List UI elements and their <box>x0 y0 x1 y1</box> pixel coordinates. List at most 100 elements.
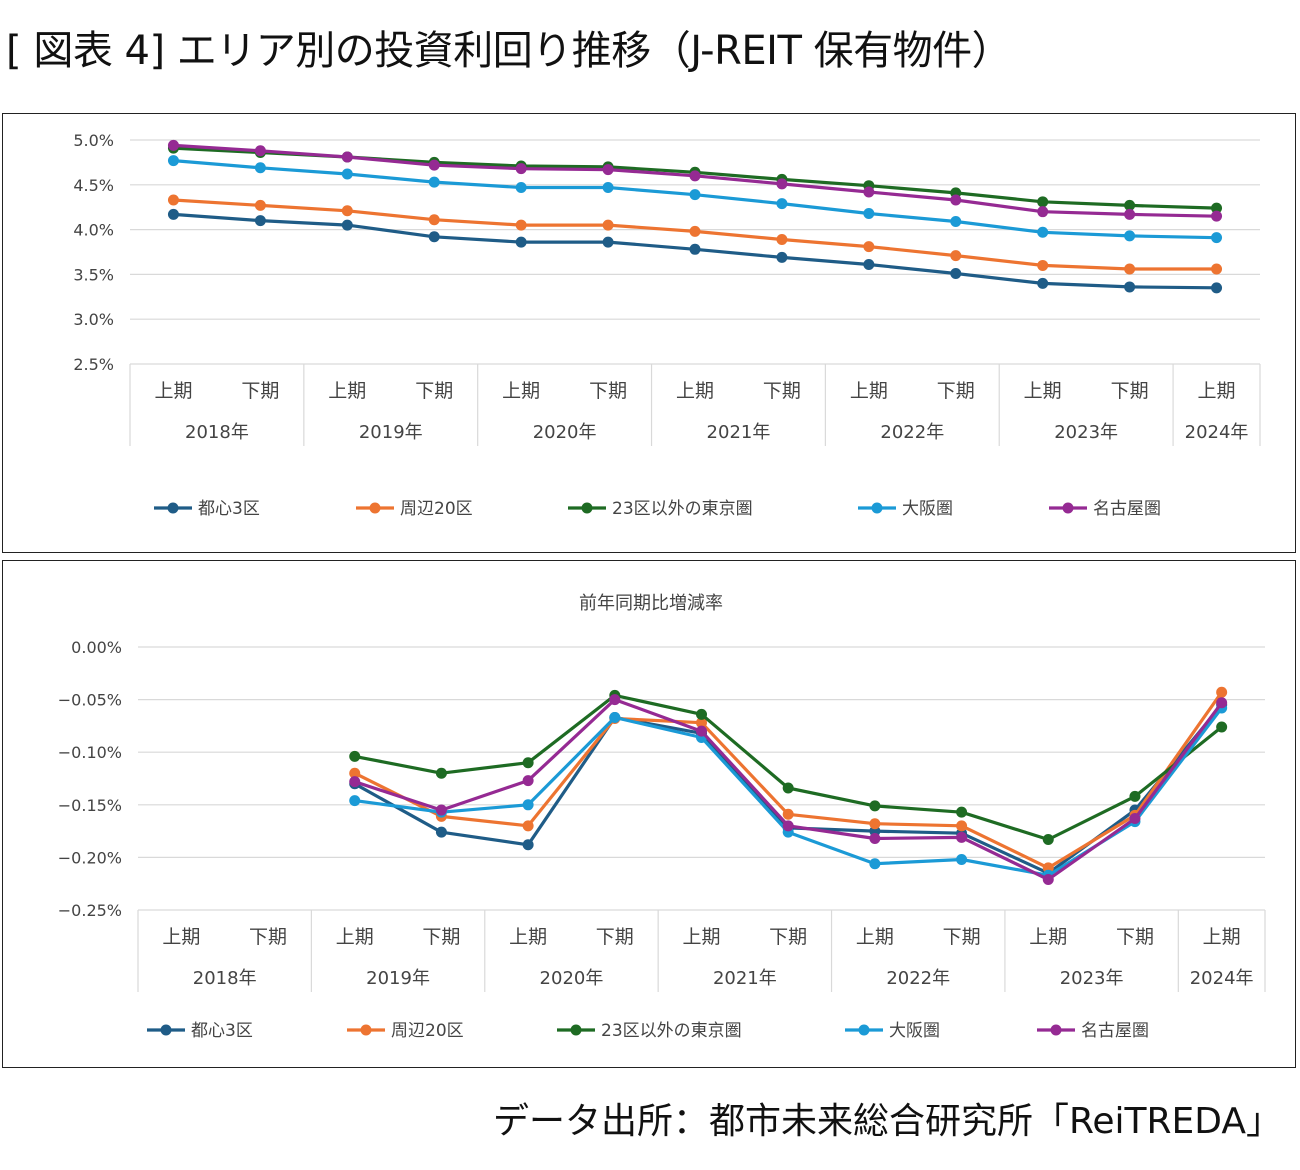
legend-entry: 23区以外の東京圏 <box>568 499 753 519</box>
x-tick-label: 下期 <box>937 380 975 402</box>
data-point <box>776 178 788 190</box>
data-point <box>349 767 361 779</box>
data-point <box>435 767 447 779</box>
data-point <box>863 259 875 271</box>
legend-label: 大阪圏 <box>889 1021 940 1041</box>
legend-swatch-marker <box>360 1024 372 1036</box>
x-tick-label: 下期 <box>596 926 634 948</box>
series-5 <box>349 694 1228 885</box>
legend-entry: 大阪圏 <box>858 499 953 519</box>
x-tick-label: 上期 <box>1198 380 1236 402</box>
year-group-label: 2021年 <box>707 422 771 443</box>
legend-entry: 都心3区 <box>154 499 260 519</box>
x-tick-label: 上期 <box>162 926 200 948</box>
y-tick-label: 4.0% <box>73 221 114 240</box>
x-tick-label: 上期 <box>1029 926 1067 948</box>
source-note: データ出所：都市未来総合研究所「ReiTREDA」 <box>492 1101 1282 1142</box>
year-group-label: 2024年 <box>1190 968 1254 989</box>
data-point <box>956 820 968 832</box>
data-point <box>863 207 875 219</box>
data-point <box>950 216 962 228</box>
data-point <box>254 199 266 211</box>
data-point <box>435 804 447 816</box>
data-point <box>254 215 266 227</box>
x-tick-label: 下期 <box>1116 926 1154 948</box>
yield-chart-panel: 5.0% 4.5% 4.0% 3.5% 3.0% 2.5% 上期 下期 上期 下期 上期 下期 上期 下期… <box>2 113 1296 553</box>
x-tick-label: 上期 <box>154 380 192 402</box>
legend-entry: 都心3区 <box>147 1021 253 1041</box>
data-point <box>689 189 701 201</box>
data-point <box>950 268 962 280</box>
legend-entry: 周辺20区 <box>347 1021 464 1041</box>
data-point <box>863 241 875 253</box>
data-point <box>1042 873 1054 885</box>
data-point <box>1211 282 1223 294</box>
legend-label: 大阪圏 <box>902 499 953 519</box>
data-point <box>602 164 614 176</box>
x-tick-label: 下期 <box>763 380 801 402</box>
data-point <box>167 208 179 220</box>
data-point <box>689 170 701 182</box>
data-point <box>869 858 881 870</box>
legend-label: 名古屋圏 <box>1081 1021 1149 1041</box>
x-tick-label: 上期 <box>856 926 894 948</box>
x-tick-label: 下期 <box>943 926 981 948</box>
data-point <box>1124 230 1136 242</box>
data-point <box>782 820 794 832</box>
data-point <box>1124 281 1136 293</box>
data-point <box>776 233 788 245</box>
data-point <box>522 820 534 832</box>
legend-entry: 周辺20区 <box>356 499 473 519</box>
data-point <box>609 711 621 723</box>
data-point <box>869 800 881 812</box>
year-group-label: 2020年 <box>533 422 597 443</box>
year-group-label: 2022年 <box>880 422 944 443</box>
year-group-label: 2024年 <box>1185 422 1249 443</box>
data-point <box>515 163 527 175</box>
data-point <box>349 750 361 762</box>
y-tick-label: −0.20% <box>58 848 122 867</box>
legend-label: 23区以外の東京圏 <box>601 1021 742 1041</box>
data-point <box>602 219 614 231</box>
data-point <box>1211 202 1223 214</box>
data-point <box>1211 232 1223 244</box>
yoy-chart-panel: 前年同期比増減率 0.00% −0.05% −0.10% −0.15% −0.20% −0.… <box>2 560 1296 1068</box>
data-point <box>696 725 707 737</box>
data-point <box>696 708 707 720</box>
data-point <box>956 806 968 818</box>
data-point <box>869 818 881 830</box>
data-point <box>341 151 353 163</box>
data-point <box>602 181 614 193</box>
data-point <box>515 219 527 231</box>
x-tick-label: 上期 <box>502 380 540 402</box>
data-point <box>428 159 440 171</box>
data-point <box>863 186 875 198</box>
data-point <box>522 775 534 787</box>
y-tick-label: 4.5% <box>73 176 114 195</box>
legend-label: 周辺20区 <box>400 499 473 519</box>
year-group-label: 2022年 <box>886 968 950 989</box>
data-point <box>341 219 353 231</box>
x-tick-label: 下期 <box>415 380 453 402</box>
year-group-label: 2021年 <box>713 968 777 989</box>
series-2 <box>167 194 1223 275</box>
x-tick-label: 下期 <box>241 380 279 402</box>
yield-chart: 5.0% 4.5% 4.0% 3.5% 3.0% 2.5% 上期 下期 上期 下期 上期 下期 上期 下期… <box>73 131 1261 519</box>
year-group-label: 2020年 <box>540 968 604 989</box>
data-point <box>1037 196 1049 208</box>
data-point <box>1129 812 1141 824</box>
data-point <box>602 236 614 248</box>
data-point <box>689 243 701 255</box>
legend-swatch-marker <box>167 502 179 514</box>
legend-label: 都心3区 <box>191 1021 253 1041</box>
data-point <box>696 717 707 729</box>
data-point <box>349 776 361 788</box>
data-point <box>254 162 266 174</box>
data-point <box>167 139 179 151</box>
data-point <box>956 854 968 866</box>
data-point <box>609 694 621 706</box>
y-tick-label: −0.10% <box>58 743 122 762</box>
year-group-label: 2018年 <box>193 968 257 989</box>
data-point <box>522 839 534 851</box>
legend-swatch-marker <box>570 1024 582 1036</box>
